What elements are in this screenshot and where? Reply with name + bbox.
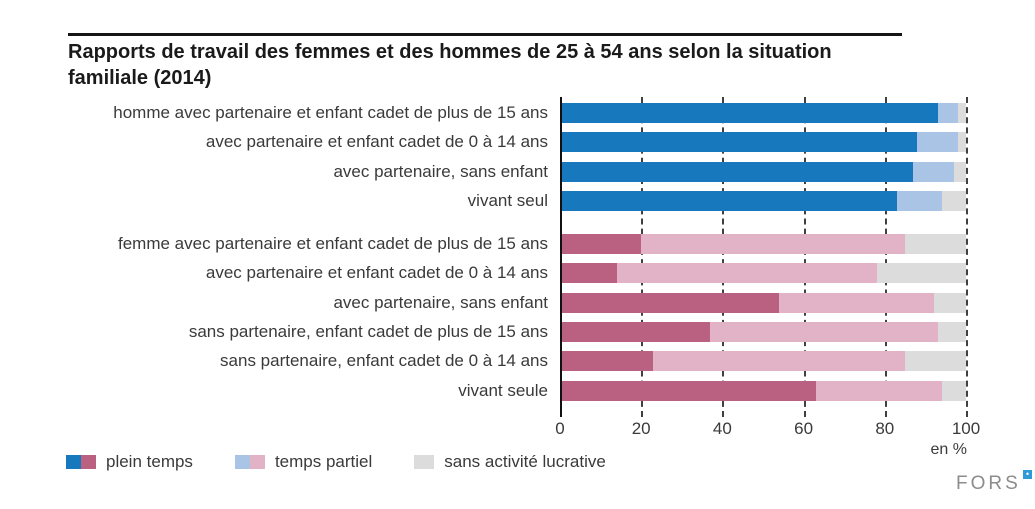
bar-segment-plein-temps: [560, 190, 897, 211]
legend-item: sans activité lucrative: [414, 452, 606, 472]
bar-segment-temps-partiel: [779, 292, 934, 313]
bar-track: [560, 161, 966, 182]
bar-segment-sans-activite: [957, 103, 966, 123]
bar-segment-plein-temps: [560, 380, 816, 401]
bar-track: [560, 351, 966, 372]
legend-label: sans activité lucrative: [444, 452, 606, 471]
bar-segment-temps-partiel: [710, 321, 938, 342]
legend-swatch-color: [249, 455, 265, 469]
legend-swatch-color: [81, 455, 96, 469]
bar-track: [560, 292, 966, 313]
legend-swatch-icon: [414, 455, 435, 469]
bar-segment-temps-partiel: [913, 161, 954, 182]
bar-segment-sans-activite: [941, 190, 966, 211]
bar-segment-temps-partiel: [653, 351, 906, 372]
bar-segment-plein-temps: [560, 132, 918, 153]
bar-track: [560, 132, 966, 153]
fors-logo-square-icon: [1022, 470, 1032, 479]
x-tick-label-20: 20: [631, 419, 651, 438]
bar-segment-temps-partiel: [917, 132, 958, 153]
bar-segment-plein-temps: [560, 351, 654, 372]
bar-segment-sans-activite: [933, 292, 966, 313]
x-tick-label-0: 0: [555, 419, 565, 438]
bar-segment-plein-temps: [560, 263, 617, 284]
category-label: homme avec partenaire et enfant cadet de…: [113, 103, 548, 122]
legend-item: temps partiel: [234, 452, 373, 472]
x-axis-unit-label: en %: [930, 441, 967, 458]
gridline-40: [722, 97, 725, 417]
bar-row: sans partenaire, enfant cadet de 0 à 14 …: [0, 351, 1035, 372]
bar-segment-plein-temps: [560, 234, 642, 254]
x-tick-label-40: 40: [712, 419, 732, 438]
category-label: femme avec partenaire et enfant cadet de…: [118, 234, 548, 253]
bar-track: [560, 321, 966, 342]
bar-track: [560, 263, 966, 284]
title-rule: [68, 33, 902, 36]
bar-row: vivant seul: [0, 190, 1035, 211]
bar-track: [560, 380, 966, 401]
legend-swatch-icon: [66, 455, 96, 469]
category-label: vivant seule: [458, 380, 548, 400]
gridline-layer: [560, 97, 968, 417]
legend-item: plein temps: [66, 452, 193, 472]
bar-segment-sans-activite: [905, 234, 966, 254]
x-tick-label-100: 100: [951, 419, 981, 438]
bar-row: femme avec partenaire et enfant cadet de…: [0, 234, 1035, 254]
bar-segment-sans-activite: [876, 263, 966, 284]
y-axis-line: [560, 97, 562, 417]
bar-row: homme avec partenaire et enfant cadet de…: [0, 103, 1035, 123]
bar-row: avec partenaire et enfant cadet de 0 à 1…: [0, 263, 1035, 284]
bar-track: [560, 103, 966, 123]
bar-segment-sans-activite: [905, 351, 966, 372]
category-label: vivant seul: [467, 190, 548, 210]
bar-segment-sans-activite: [937, 321, 966, 342]
bar-row: sans partenaire, enfant cadet de plus de…: [0, 321, 1035, 342]
gridline-20: [641, 97, 644, 417]
fors-logo: FORS: [956, 470, 1032, 495]
x-tick-label-60: 60: [794, 419, 814, 438]
category-label: avec partenaire, sans enfant: [333, 292, 548, 312]
x-tick-label-80: 80: [875, 419, 895, 438]
gridline-60: [803, 97, 806, 417]
bar-segment-temps-partiel: [616, 263, 877, 284]
bar-segment-plein-temps: [560, 292, 780, 313]
chart-title: Rapports de travail des femmes et des ho…: [68, 41, 832, 89]
category-label: avec partenaire et enfant cadet de 0 à 1…: [205, 263, 548, 283]
legend-label: temps partiel: [274, 452, 373, 471]
chart-area: homme avec partenaire et enfant cadet de…: [0, 97, 1035, 497]
bar-segment-temps-partiel: [641, 234, 906, 254]
bar-segment-sans-activite: [941, 380, 966, 401]
bar-segment-plein-temps: [560, 103, 938, 123]
legend-swatch-color: [234, 455, 250, 469]
bar-segment-temps-partiel: [937, 103, 958, 123]
bar-segment-sans-activite: [953, 161, 966, 182]
bar-segment-sans-activite: [957, 132, 966, 153]
legend-label: plein temps: [106, 452, 193, 471]
category-label: sans partenaire, enfant cadet de plus de…: [188, 321, 548, 341]
bar-segment-temps-partiel: [815, 380, 942, 401]
bar-row: avec partenaire, sans enfant: [0, 292, 1035, 313]
bar-row: avec partenaire, sans enfant: [0, 161, 1035, 182]
category-label: sans partenaire, enfant cadet de 0 à 14 …: [220, 351, 548, 371]
bar-segment-plein-temps: [560, 321, 711, 342]
bar-row: avec partenaire et enfant cadet de 0 à 1…: [0, 132, 1035, 153]
category-label: avec partenaire et enfant cadet de 0 à 1…: [205, 132, 548, 152]
category-label: avec partenaire, sans enfant: [333, 161, 548, 181]
gridline-100: [966, 97, 968, 417]
legend-swatch-icon: [234, 455, 265, 469]
bar-segment-temps-partiel: [896, 190, 942, 211]
bar-segment-plein-temps: [560, 161, 914, 182]
bar-row: vivant seule: [0, 380, 1035, 401]
legend-swatch-color: [66, 455, 81, 469]
legend: plein temps temps partiel sans activité lu…: [66, 452, 606, 472]
gridline-80: [884, 97, 887, 417]
fors-logo-text: FORS: [956, 473, 1021, 494]
bar-track: [560, 190, 966, 211]
bar-track: [560, 234, 966, 254]
legend-swatch-color: [414, 455, 435, 469]
